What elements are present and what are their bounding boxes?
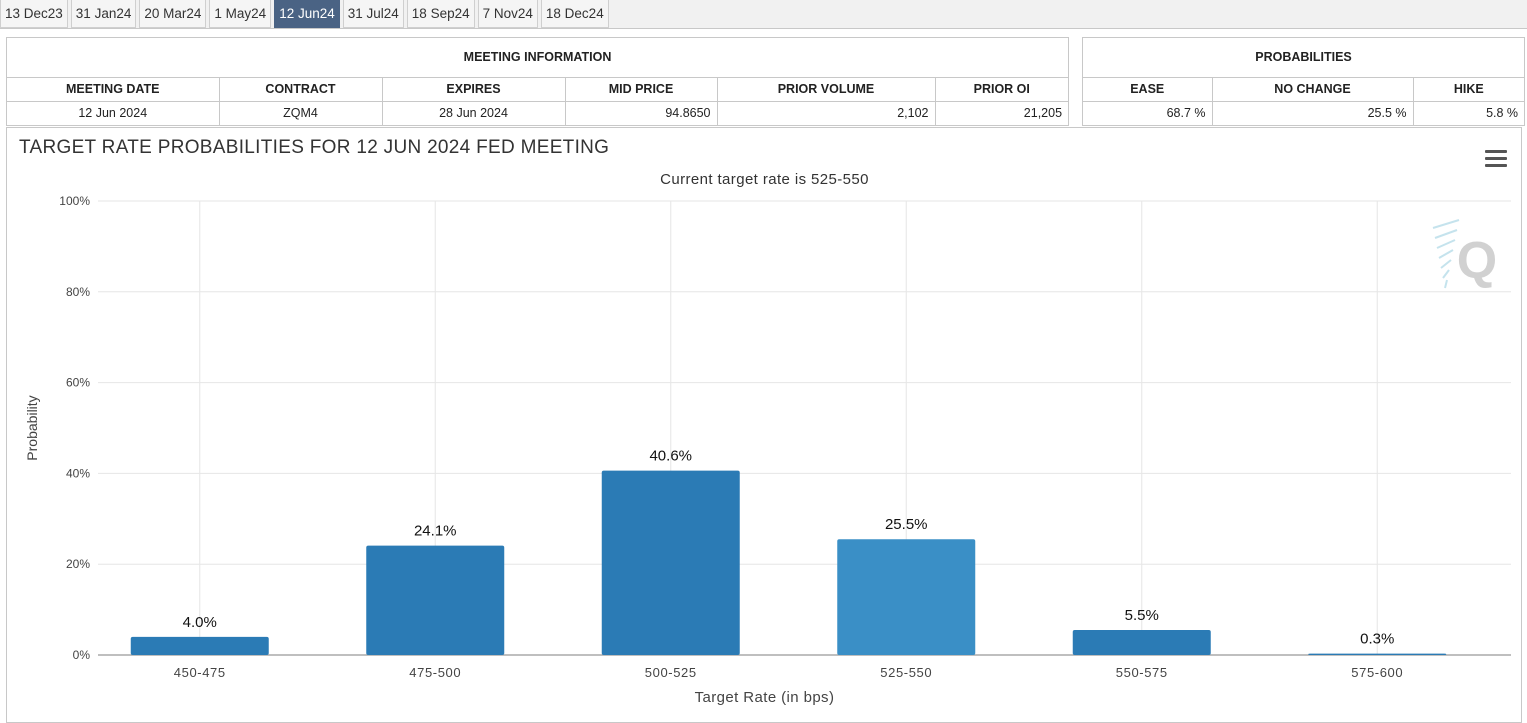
bar-data-label: 4.0% xyxy=(183,614,217,631)
bar-475-500 xyxy=(366,545,505,655)
x-tick-label: 500-525 xyxy=(645,665,697,680)
bar-data-label: 24.1% xyxy=(414,523,457,540)
meeting-information-title: MEETING INFORMATION xyxy=(7,38,1069,78)
q-logo-stripe xyxy=(1440,259,1452,269)
y-tick-label: 100% xyxy=(59,194,90,208)
probabilities-title: PROBABILITIES xyxy=(1083,38,1525,78)
header-mid-price: MID PRICE xyxy=(564,76,718,102)
prior-oi-value: 21,205 xyxy=(934,100,1069,125)
q-logo-stripe xyxy=(1438,249,1454,259)
chart-title: TARGET RATE PROBABILITIES FOR 12 JUN 202… xyxy=(19,137,610,158)
bar-data-label: 5.5% xyxy=(1125,607,1159,624)
tab-31-jan24[interactable]: 31 Jan24 xyxy=(70,0,137,28)
bar-data-label: 0.3% xyxy=(1360,631,1394,648)
ease-value: 68.7 % xyxy=(1083,100,1213,125)
bar-525-550 xyxy=(837,539,976,655)
bar-550-575 xyxy=(1072,630,1211,655)
y-tick-label: 40% xyxy=(66,466,90,480)
bar-data-label: 25.5% xyxy=(885,516,928,533)
header-meeting-date: MEETING DATE xyxy=(7,76,220,102)
tab-13-dec23[interactable]: 13 Dec23 xyxy=(0,0,68,28)
bar-500-525 xyxy=(601,470,740,655)
y-tick-label: 20% xyxy=(66,557,90,571)
q-logo-stripe xyxy=(1434,229,1458,239)
probabilities-panel: PROBABILITIES EASE NO CHANGE HIKE 68.7 %… xyxy=(1082,37,1525,126)
header-prior-oi: PRIOR OI xyxy=(934,76,1069,102)
x-tick-label: 450-475 xyxy=(174,665,226,680)
meeting-tabs: 13 Dec23 31 Jan24 20 Mar24 1 May24 12 Jun24 3… xyxy=(0,0,1527,29)
hike-value: 5.8 % xyxy=(1412,100,1525,125)
x-axis-title: Target Rate (in bps) xyxy=(695,689,835,706)
tab-18-dec24[interactable]: 18 Dec24 xyxy=(540,0,609,28)
q-logo-stripe xyxy=(1436,239,1456,249)
q-logo-stripe xyxy=(1444,279,1448,289)
bar-data-label: 40.6% xyxy=(649,448,692,465)
tab-20-mar24[interactable]: 20 Mar24 xyxy=(139,0,207,28)
x-tick-label: 550-575 xyxy=(1116,665,1168,680)
mid-price-value: 94.8650 xyxy=(564,100,718,125)
chart-subtitle: Current target rate is 525-550 xyxy=(660,171,869,188)
q-logo-icon: Q xyxy=(1432,219,1497,290)
header-prior-volume: PRIOR VOLUME xyxy=(716,76,936,102)
y-axis-title: Probability xyxy=(24,395,40,460)
prior-volume-value: 2,102 xyxy=(716,100,936,125)
x-tick-label: 575-600 xyxy=(1351,665,1403,680)
header-no-change: NO CHANGE xyxy=(1211,76,1414,102)
hamburger-menu-icon[interactable] xyxy=(1485,150,1507,168)
meeting-date-value: 12 Jun 2024 xyxy=(7,100,220,125)
tab-7-nov24[interactable]: 7 Nov24 xyxy=(477,0,538,28)
q-logo-letter: Q xyxy=(1457,232,1497,290)
y-tick-label: 60% xyxy=(66,376,90,390)
header-ease: EASE xyxy=(1083,76,1213,102)
y-tick-label: 80% xyxy=(66,285,90,299)
no-change-value: 25.5 % xyxy=(1211,100,1414,125)
header-contract: CONTRACT xyxy=(218,76,383,102)
y-tick-label: 0% xyxy=(73,648,91,662)
meeting-information-panel: MEETING INFORMATION MEETING DATE CONTRAC… xyxy=(6,37,1069,126)
q-logo-stripe xyxy=(1442,269,1450,279)
x-tick-label: 525-550 xyxy=(880,665,932,680)
q-logo-stripe xyxy=(1432,219,1460,229)
chart-container: TARGET RATE PROBABILITIES FOR 12 JUN 202… xyxy=(6,127,1522,723)
header-hike: HIKE xyxy=(1412,76,1525,102)
x-tick-label: 475-500 xyxy=(409,665,461,680)
header-expires: EXPIRES xyxy=(381,76,566,102)
tab-1-may24[interactable]: 1 May24 xyxy=(209,0,272,28)
tab-12-jun24[interactable]: 12 Jun24 xyxy=(274,0,340,28)
bar-575-600 xyxy=(1308,653,1447,655)
tab-31-jul24[interactable]: 31 Jul24 xyxy=(342,0,404,28)
expires-value: 28 Jun 2024 xyxy=(381,100,566,125)
bar-450-475 xyxy=(130,636,269,655)
tab-18-sep24[interactable]: 18 Sep24 xyxy=(406,0,475,28)
target-rate-bar-chart: Current target rate is 525-550 0% 20% 40% 60… xyxy=(24,171,1511,706)
contract-value: ZQM4 xyxy=(218,100,383,125)
